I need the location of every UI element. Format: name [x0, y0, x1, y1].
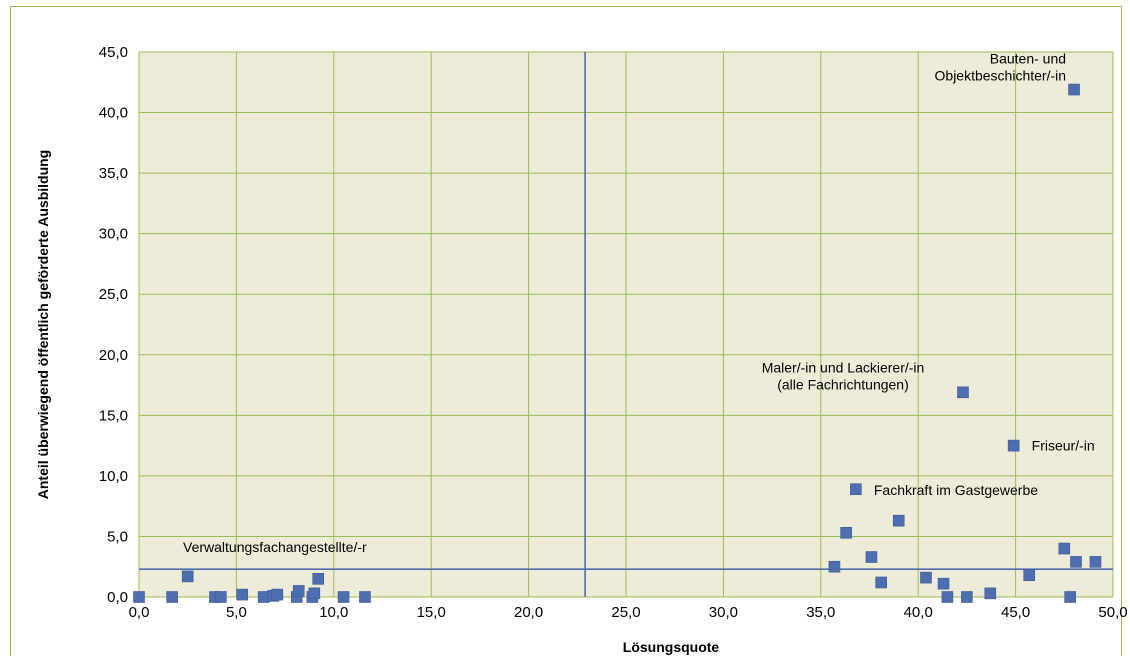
data-point: [166, 591, 178, 603]
reference-lines: [139, 52, 1113, 597]
annotation-label: Bauten- und: [990, 51, 1066, 67]
y-tick-label: 25,0: [99, 286, 128, 303]
y-tick-label: 30,0: [99, 226, 128, 243]
y-tick-label: 5,0: [107, 528, 128, 545]
data-point: [1064, 591, 1076, 603]
data-point: [181, 570, 194, 583]
y-tick-label: 15,0: [99, 407, 128, 424]
y-tick-label: 0,0: [107, 589, 128, 606]
data-point: [257, 591, 270, 603]
chart-frame: [10, 6, 1122, 656]
data-point: [865, 551, 878, 563]
data-point: [875, 576, 887, 589]
x-tick-label: 40,0: [904, 604, 933, 621]
x-tick-label: 5,0: [226, 604, 247, 621]
y-axis-ticks: 0,0 5,0 10,0 15,0 20,0 25,0 30,0 35,0 40,0 45,0: [99, 44, 128, 606]
data-point: [1023, 569, 1036, 582]
x-tick-label: 30,0: [709, 604, 738, 621]
data-point: [236, 588, 249, 601]
x-tick-label: 35,0: [806, 604, 835, 621]
data-point: [937, 577, 950, 590]
data-point: [337, 591, 350, 603]
x-tick-label: 0,0: [129, 604, 150, 621]
gridlines: [138, 51, 1114, 598]
annotation-label: Maler/-in und Lackierer/-in: [762, 359, 925, 375]
data-point: [1058, 542, 1071, 555]
data-point: [133, 591, 145, 603]
y-tick-label: 35,0: [99, 165, 128, 182]
x-tick-label: 20,0: [514, 604, 543, 621]
data-point: [1070, 556, 1082, 568]
data-point: [359, 591, 371, 603]
annotation-label: Objektbeschichter/-in: [935, 68, 1067, 84]
data-point: [1089, 556, 1102, 568]
annotation-label: Friseur/-in: [1032, 438, 1095, 454]
annotation-label: Verwaltungsfachangestellte/-r: [183, 539, 367, 555]
data-point: [850, 483, 862, 496]
data-point: [1007, 439, 1020, 452]
data-point: [920, 571, 932, 584]
x-tick-label: 45,0: [1001, 604, 1030, 621]
data-point: [292, 585, 305, 597]
data-point: [957, 386, 969, 399]
annotation-label: Fachkraft im Gastgewerbe: [874, 482, 1038, 498]
data-point: [271, 588, 284, 601]
data-point: [312, 573, 325, 585]
data-point: [828, 560, 841, 573]
data-point: [840, 527, 852, 539]
y-tick-label: 20,0: [99, 347, 128, 364]
data-points: [133, 83, 1102, 603]
annotation-label: (alle Fachrichtungen): [777, 376, 909, 392]
data-point: [892, 514, 905, 527]
x-tick-label: 25,0: [611, 604, 640, 621]
y-tick-label: 10,0: [99, 468, 128, 485]
x-axis-ticks: 0,0 5,0 10,0 15,0 20,0 25,0 30,0 35,0 40,0 45,0 50…: [129, 604, 1128, 621]
x-axis-label: Lösungsquote: [623, 639, 720, 655]
data-point: [215, 591, 227, 603]
data-point: [308, 587, 321, 600]
data-point: [1068, 83, 1080, 96]
y-axis-label: Anteil überwiegend öffentlich geförderte…: [35, 150, 51, 500]
data-point: [941, 591, 954, 603]
data-point: [984, 587, 997, 600]
y-tick-label: 45,0: [99, 44, 128, 61]
data-point: [961, 591, 973, 603]
y-tick-label: 40,0: [99, 105, 128, 122]
x-tick-label: 15,0: [417, 604, 446, 621]
x-tick-label: 50,0: [1098, 604, 1127, 621]
x-tick-label: 10,0: [319, 604, 348, 621]
